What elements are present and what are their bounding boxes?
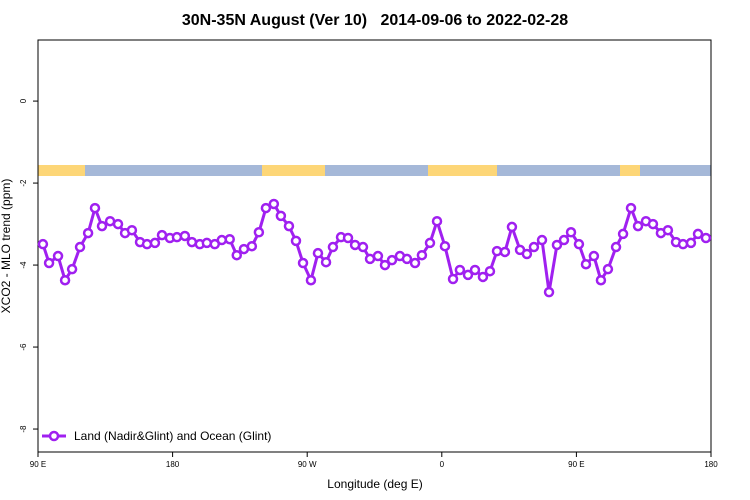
legend-marker [48,430,60,442]
point [224,233,235,245]
point [595,274,607,286]
point [253,227,265,238]
point [558,234,570,246]
point [179,230,191,242]
point [327,241,339,253]
point [431,215,443,227]
land-ocean-strip [38,165,711,176]
point [59,274,71,286]
point [580,258,592,270]
point [297,257,309,269]
point [231,249,243,261]
point [543,286,555,298]
point [685,237,697,249]
point [66,263,78,275]
x-axis-title: Longitude (deg E) [327,477,422,491]
point [141,238,153,250]
plot-frame [37,39,712,453]
point [171,231,183,243]
point [439,240,451,252]
point [89,202,101,214]
point [260,202,272,214]
point [602,263,614,275]
point [447,273,459,285]
chart-title: 30N-35N August (Ver 10) 2014-09-06 to 20… [182,12,568,29]
point [521,248,533,260]
point [409,257,421,269]
point [357,241,369,253]
point [126,224,138,236]
point [647,218,659,230]
point [477,271,489,283]
land-band [38,165,85,176]
point [37,238,49,250]
point [617,228,629,240]
point [290,235,302,247]
y-tick-label: -6 [19,343,28,351]
point [573,238,585,250]
point [536,234,548,246]
ocean-band [38,165,711,176]
x-tick-label: 90 E [568,460,584,469]
point [112,218,124,230]
point [342,232,354,244]
point [201,237,213,249]
point [565,227,577,238]
x-tick-label: 90 W [298,460,317,469]
point [372,250,384,262]
point [588,250,600,262]
point [283,220,295,232]
point [677,238,689,250]
land-band [620,165,640,176]
point [149,237,161,249]
y-tick-label: -8 [19,425,28,433]
point [305,274,317,286]
point [74,241,86,253]
point [551,239,563,251]
point [632,220,644,232]
series-line [41,201,707,293]
y-axis-title: XCO2 - MLO trend (ppm) [0,179,13,314]
point [610,241,622,253]
point [625,202,637,214]
land-band [262,165,325,176]
point [82,227,94,239]
land-band [428,165,497,176]
point [424,237,436,249]
point [692,228,704,240]
point [379,259,391,271]
x-tick-label: 180 [704,460,718,469]
point [43,257,55,269]
point [401,253,413,265]
point [662,224,674,236]
point [462,269,474,281]
point [386,254,398,266]
point [499,246,511,258]
point [469,264,481,276]
point [246,240,258,252]
point [528,241,540,253]
y-tick-label: 0 [19,98,28,103]
x-tick-label: 90 E [30,460,46,469]
point [275,210,287,222]
point [484,265,496,277]
point [52,250,64,262]
point [700,232,712,244]
point [268,198,280,210]
y-tick-label: -2 [19,179,28,187]
point [416,249,428,261]
point [454,264,466,276]
point [506,221,518,233]
x-tick-label: 0 [440,460,445,469]
y-tick-label: -4 [19,261,28,269]
point [96,220,108,232]
point [312,247,324,259]
x-tick-label: 180 [166,460,180,469]
legend-label: Land (Nadir&Glint) and Ocean (Glint) [74,429,271,443]
point [320,256,332,268]
